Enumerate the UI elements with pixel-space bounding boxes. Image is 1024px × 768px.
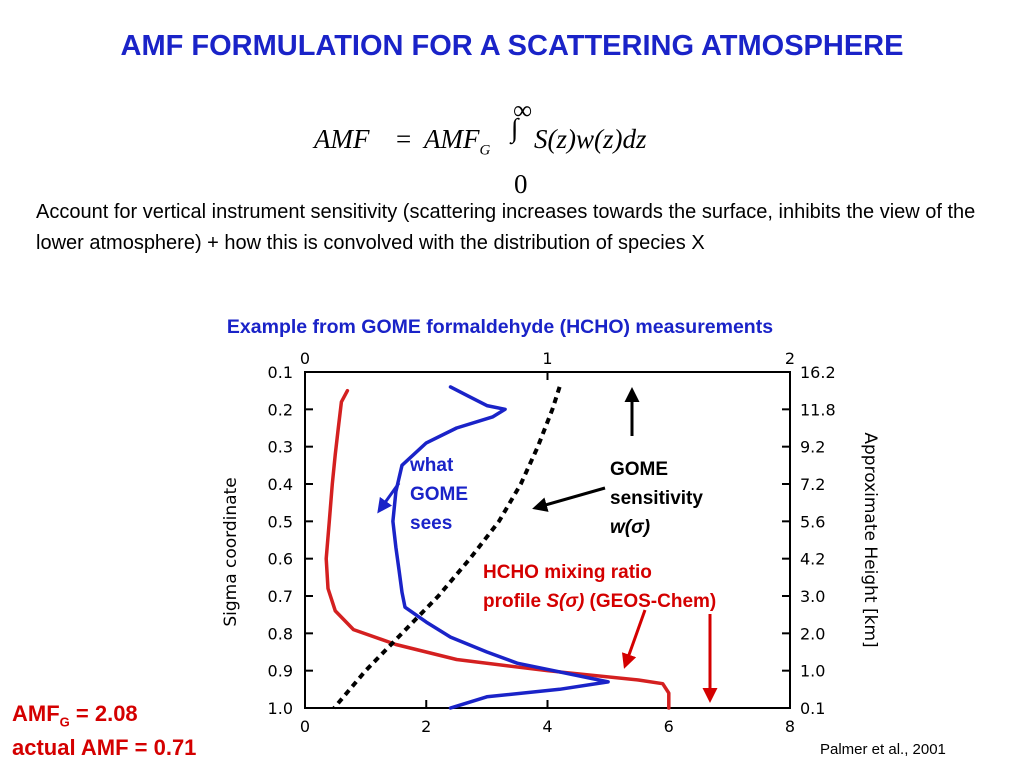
figure-subtitle: Example from GOME formaldehyde (HCHO) me… bbox=[226, 316, 774, 338]
right-tick-label: 0.1 bbox=[800, 699, 825, 718]
gome-sensitivity-label: sensitivity bbox=[610, 488, 703, 509]
hcho-label-line2: profile S(σ) (GEOS-Chem) bbox=[483, 591, 716, 612]
equation-integrand: S(z)w(z)dz bbox=[534, 124, 647, 154]
right-tick-label: 1.0 bbox=[800, 662, 825, 681]
left-tick-label: 0.2 bbox=[268, 400, 293, 419]
left-tick-label: 0.3 bbox=[268, 438, 293, 457]
right-tick-label: 3.0 bbox=[800, 587, 825, 606]
gome-sensitivity-arrow bbox=[532, 486, 606, 512]
left-tick-label: 0.7 bbox=[268, 587, 293, 606]
equation-amfg-label: AMF bbox=[424, 124, 480, 154]
right-tick-label: 5.6 bbox=[800, 512, 825, 531]
left-axis-title: Sigma coordinate bbox=[221, 477, 241, 626]
equation-amfg-subscript: G bbox=[479, 142, 491, 159]
amfg-subscript: G bbox=[59, 714, 70, 730]
right-axis-title: Approximate Height [km] bbox=[860, 432, 880, 647]
right-tick-label: 4.2 bbox=[800, 550, 825, 569]
amfg-label: AMF bbox=[12, 701, 60, 726]
integral-sign: ∫ bbox=[511, 113, 519, 143]
integral-upper-limit: ∞ bbox=[513, 95, 533, 125]
right-tick-label: 9.2 bbox=[800, 438, 825, 457]
hcho-label-line1: HCHO mixing ratio bbox=[483, 562, 652, 583]
what-gome-sees-arrow bbox=[377, 482, 401, 514]
left-tick-label: 0.1 bbox=[268, 363, 293, 382]
bottom-tick-label: 4 bbox=[542, 717, 552, 736]
right-tick-label: 11.8 bbox=[800, 400, 836, 419]
bottom-tick-label: 2 bbox=[421, 717, 431, 736]
description-text: Account for vertical instrument sensitiv… bbox=[36, 201, 976, 254]
hcho-arrow-1 bbox=[621, 609, 647, 669]
w-sigma-label: w(σ) bbox=[610, 517, 650, 538]
equation-equals: = bbox=[396, 124, 412, 154]
left-tick-label: 0.8 bbox=[268, 624, 293, 643]
right-tick-label: 7.2 bbox=[800, 475, 825, 494]
citation: Palmer et al., 2001 bbox=[820, 741, 946, 758]
top-tick-label: 0 bbox=[300, 349, 310, 368]
slide-title: AMF FORMULATION FOR A SCATTERING ATMOSPH… bbox=[120, 30, 904, 62]
amfg-value: AMFG = 2.08 bbox=[12, 701, 138, 729]
bottom-tick-label: 0 bbox=[300, 717, 310, 736]
equation-lhs: AMF bbox=[314, 124, 370, 154]
series-line-hcho bbox=[324, 388, 671, 710]
hcho-label-part: profile bbox=[483, 591, 546, 612]
amfg-number: = 2.08 bbox=[69, 701, 138, 726]
left-tick-label: 0.6 bbox=[268, 550, 293, 569]
what-gome-sees-label: sees bbox=[410, 513, 452, 534]
left-tick-label: 0.9 bbox=[268, 662, 293, 681]
left-tick-label: 0.5 bbox=[268, 512, 293, 531]
gome-sensitivity-label: GOME bbox=[610, 459, 668, 480]
right-tick-label: 16.2 bbox=[800, 363, 836, 382]
equation-amfg: AMFG bbox=[424, 124, 490, 159]
top-tick-label: 1 bbox=[542, 349, 552, 368]
amf-equation: AMF = AMFG ∞ ∫ 0 S(z)w(z)dz bbox=[310, 95, 710, 199]
what-gome-sees-label: GOME bbox=[410, 484, 468, 505]
series-line-gome_sensitivity bbox=[332, 386, 562, 710]
hcho-label-part: S(σ) bbox=[546, 591, 584, 612]
bottom-tick-label: 8 bbox=[785, 717, 795, 736]
top-tick-label: 2 bbox=[785, 349, 795, 368]
series-line-gome_sees bbox=[391, 385, 610, 710]
left-tick-label: 1.0 bbox=[268, 699, 293, 718]
left-tick-label: 0.4 bbox=[268, 475, 293, 494]
bottom-tick-label: 6 bbox=[664, 717, 674, 736]
integral-lower-limit: 0 bbox=[514, 169, 528, 199]
right-tick-label: 2.0 bbox=[800, 624, 825, 643]
what-gome-sees-label: what bbox=[409, 455, 454, 476]
hcho-label-part: (GEOS-Chem) bbox=[584, 591, 716, 612]
hcho-profile-chart: 0.1 0.2 0.3 0.4 0.5 0.6 0.7 0.8 0.9 1.0 16.2 11.8 9.… bbox=[221, 349, 880, 736]
actual-amf-value: actual AMF = 0.71 bbox=[12, 735, 197, 760]
